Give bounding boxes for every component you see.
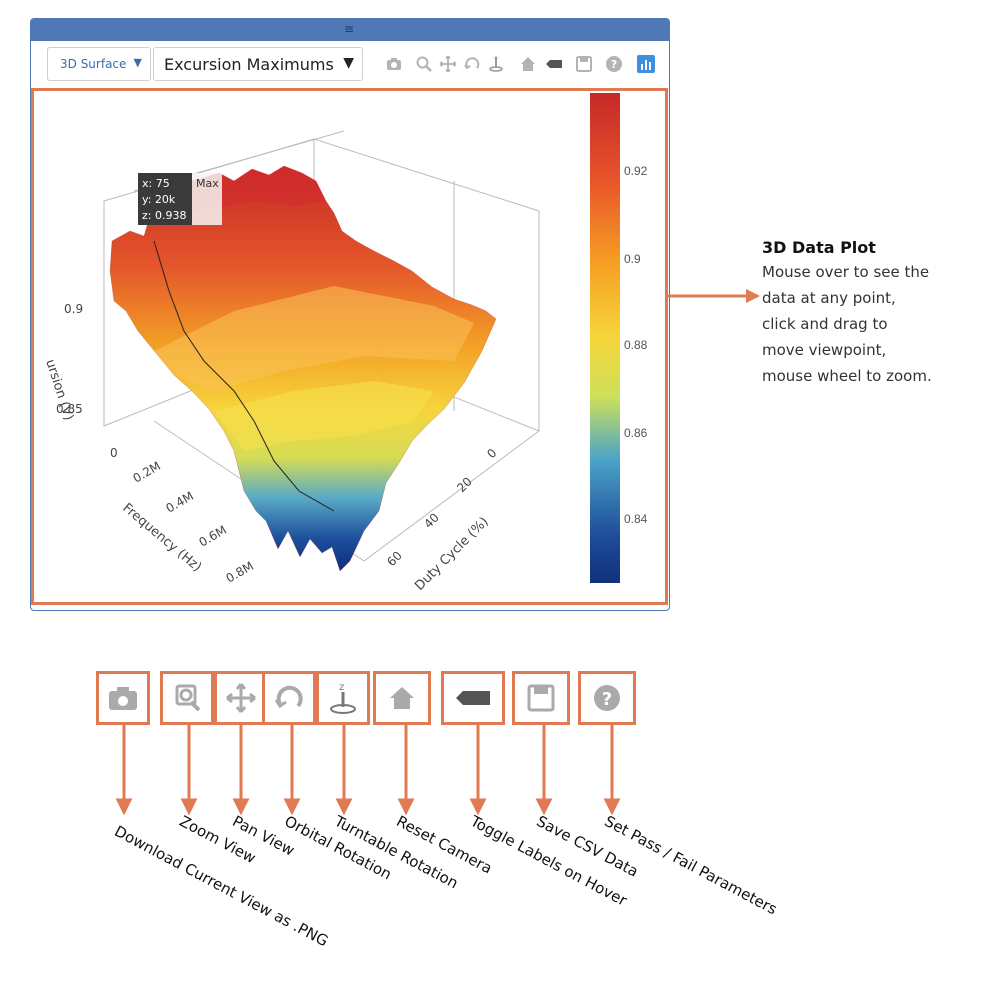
freq-tick-0: 0.2M: [131, 459, 163, 486]
duty-tick-2: 40: [421, 510, 442, 531]
freq-tick-1: 0.4M: [164, 489, 196, 516]
annotation-line: click and drag to: [762, 315, 888, 333]
orbit-icon[interactable]: [463, 55, 481, 73]
home-icon[interactable]: [519, 55, 537, 73]
plot-toolbar: 3D Surface ▼ Excursion Maximums ▼: [47, 47, 657, 83]
tag-icon[interactable]: [545, 55, 563, 73]
tooltip-x: x: 75: [142, 177, 170, 190]
duty-axis-title: Duty Cycle (%): [412, 514, 491, 593]
annotation-title: 3D Data Plot: [762, 238, 876, 257]
colorbar-tick-1: 0.9: [624, 252, 641, 266]
chart-type-value: 3D Surface: [60, 57, 127, 71]
duty-tick-3: 60: [384, 548, 405, 569]
svg-text:?: ?: [611, 58, 617, 71]
colorbar-tick-3: 0.86: [624, 426, 648, 440]
tooltip-y: y: 20k: [142, 193, 176, 206]
chevron-down-icon: ▼: [343, 55, 354, 71]
colorbar: [590, 93, 620, 583]
surface-plot[interactable]: x: 75 y: 20k z: 0.938 Max 0.9 0.85 0 urs…: [34, 91, 665, 602]
annotation-line: mouse wheel to zoom.: [762, 367, 932, 385]
annotation-line: data at any point,: [762, 289, 896, 307]
colorbar-tick-4: 0.84: [624, 512, 648, 526]
window-titlebar[interactable]: ≡: [31, 19, 669, 41]
freq-tick-2: 0.6M: [197, 523, 229, 550]
legend-camera-box: [96, 671, 150, 725]
drag-handle-icon[interactable]: ≡: [343, 22, 355, 36]
duty-tick-0: 0: [484, 446, 499, 461]
z-tick-1: 0.85: [56, 402, 83, 416]
bar-chart-icon[interactable]: [637, 55, 655, 73]
pan-icon[interactable]: [439, 55, 457, 73]
legend-turntable-box: z: [316, 671, 370, 725]
z-axis-title: ursion (V): [42, 358, 76, 423]
colorbar-tick-0: 0.92: [624, 164, 648, 178]
chevron-down-icon: ▼: [133, 56, 142, 69]
legend-save-box: [512, 671, 570, 725]
legend-orbit-box: [262, 671, 316, 725]
annotation-arrow: [668, 289, 760, 303]
legend-help-box: ?: [578, 671, 636, 725]
camera-icon[interactable]: [385, 55, 403, 73]
annotation-line: Mouse over to see the: [762, 263, 930, 281]
freq-axis-title: Frequency (Hz): [119, 501, 204, 576]
zoom-icon: [175, 684, 201, 712]
home-icon: [390, 687, 414, 709]
hover-tooltip: x: 75 y: 20k z: 0.938 Max: [138, 173, 222, 225]
dataset-value: Excursion Maximums: [164, 55, 334, 74]
plot-highlight-frame: [31, 88, 668, 605]
svg-text:?: ?: [602, 689, 612, 710]
save-icon[interactable]: [575, 55, 593, 73]
help-icon[interactable]: ?: [605, 55, 623, 73]
legend-zoom-box: [160, 671, 214, 725]
zoom-icon[interactable]: [415, 55, 433, 73]
orbit-icon: [274, 685, 303, 709]
z-tick-0: 0.9: [64, 302, 83, 316]
annotation: 3D Data Plot Mouse over to see the data …: [762, 238, 992, 389]
tooltip-tag: Max: [196, 177, 219, 190]
legend-home-box: [373, 671, 431, 725]
annotation-body: Mouse over to see the data at any point,…: [762, 259, 992, 389]
pan-icon: [226, 683, 256, 713]
legend-pan-box: [214, 671, 268, 725]
turntable-icon[interactable]: [487, 55, 505, 73]
freq-tick-3: 0.8M: [224, 559, 256, 586]
camera-icon: [109, 687, 137, 710]
chart-type-select[interactable]: 3D Surface ▼: [47, 47, 151, 81]
dataset-select[interactable]: Excursion Maximums ▼: [153, 47, 363, 81]
annotation-line: move viewpoint,: [762, 341, 887, 359]
tag-icon: [456, 691, 490, 705]
turntable-icon: z: [330, 682, 356, 714]
help-icon: ?: [594, 685, 620, 711]
z-tick-2: 0: [110, 446, 118, 460]
tooltip-z: z: 0.938: [142, 209, 186, 222]
save-icon: [527, 684, 555, 712]
svg-text:z: z: [339, 682, 344, 693]
legend-tag-box: [441, 671, 505, 725]
colorbar-tick-2: 0.88: [624, 338, 648, 352]
legend-arrows: [115, 725, 621, 816]
